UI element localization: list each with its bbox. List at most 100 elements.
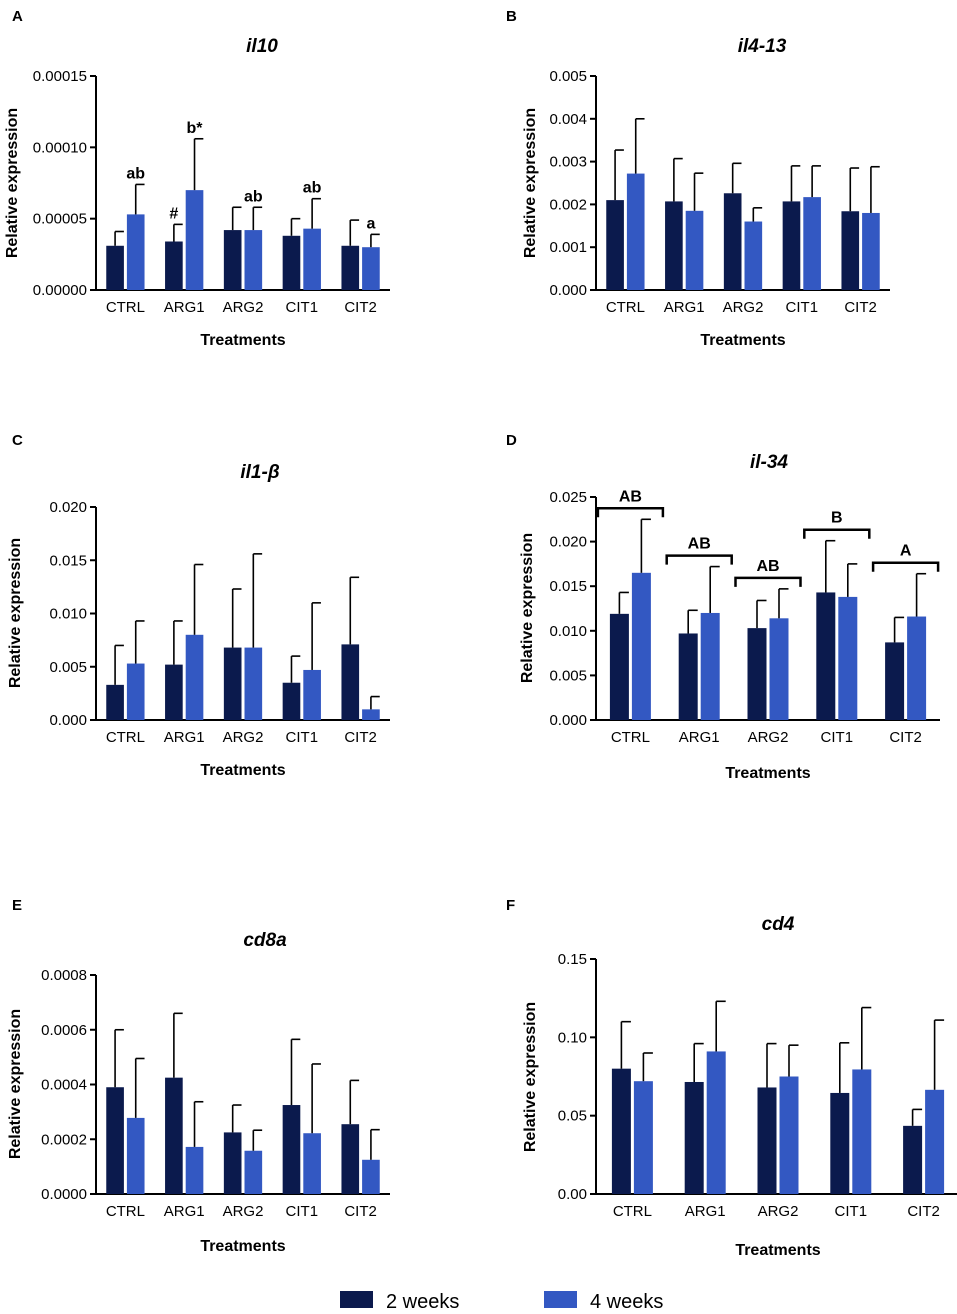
bar-4-weeks-arg2 bbox=[244, 230, 263, 290]
y-tick-label: 0.00015 bbox=[33, 68, 87, 85]
x-axis-label-c: Treatments bbox=[200, 762, 285, 779]
y-tick-label: 0.005 bbox=[49, 659, 87, 676]
x-tick-label: ARG1 bbox=[664, 299, 705, 316]
bar-2-weeks-cit2 bbox=[341, 644, 360, 720]
legend: 2 weeks 4 weeks bbox=[340, 1291, 663, 1313]
bar-2-weeks-arg2 bbox=[223, 647, 242, 720]
bar-4-weeks-cit1 bbox=[838, 596, 858, 720]
bar-4-weeks-cit2 bbox=[362, 1159, 380, 1194]
bar-2-weeks-cit2 bbox=[341, 1124, 360, 1194]
panel-d: Dil-34 Relative expression 0.000 0.005 0.010… bbox=[506, 432, 940, 782]
legend-swatch-4-weeks bbox=[544, 1291, 577, 1308]
y-tick-label: 0.005 bbox=[549, 68, 587, 85]
x-tick-label: CIT2 bbox=[907, 1203, 940, 1220]
y-tick-label: 0.0000 bbox=[41, 1186, 87, 1203]
bar-4-weeks-cit1 bbox=[852, 1069, 872, 1194]
y-tick-label: 0.000 bbox=[549, 712, 587, 729]
x-tick-label: ARG2 bbox=[223, 1203, 264, 1220]
bar-4-weeks-ctrl bbox=[126, 663, 145, 720]
bar-4-weeks-arg2 bbox=[779, 1076, 799, 1194]
significance-label: ab bbox=[126, 165, 145, 182]
x-tick-label: CIT1 bbox=[821, 729, 854, 746]
bar-2-weeks-cit1 bbox=[282, 1105, 301, 1194]
group-bracket bbox=[871, 561, 940, 572]
bar-4-weeks-arg2 bbox=[244, 1150, 263, 1194]
y-tick-label: 0.000 bbox=[49, 712, 87, 729]
y-tick-label: 0.15 bbox=[558, 951, 587, 968]
x-tick-label: CIT1 bbox=[286, 729, 319, 746]
x-tick-label: ARG1 bbox=[164, 299, 205, 316]
y-tick-label: 0.00010 bbox=[33, 139, 87, 156]
bar-4-weeks-arg1 bbox=[700, 612, 720, 720]
bar-4-weeks-cit1 bbox=[303, 1133, 321, 1194]
bar-4-weeks-arg1 bbox=[185, 190, 204, 290]
x-tick-label: CIT2 bbox=[344, 729, 377, 746]
y-tick-label: 0.020 bbox=[549, 534, 587, 551]
bar-4-weeks-cit2 bbox=[862, 212, 880, 290]
y-tick-label: 0.001 bbox=[549, 239, 587, 256]
x-tick-label: ARG1 bbox=[685, 1203, 726, 1220]
bar-2-weeks-cit1 bbox=[830, 1092, 850, 1194]
y-axis-label-b: Relative expression bbox=[522, 108, 539, 258]
bar-4-weeks-cit2 bbox=[362, 247, 380, 290]
bar-2-weeks-arg2 bbox=[723, 193, 742, 290]
x-tick-label: CTRL bbox=[106, 1203, 145, 1220]
x-tick-label: ARG2 bbox=[758, 1203, 799, 1220]
y-tick-label: 0.0006 bbox=[41, 1022, 87, 1039]
significance-label: # bbox=[169, 205, 178, 222]
bar-2-weeks-cit1 bbox=[282, 235, 301, 290]
group-bracket bbox=[803, 528, 871, 539]
bar-4-weeks-cit1 bbox=[303, 669, 321, 720]
x-tick-label: CTRL bbox=[613, 1203, 652, 1220]
bar-2-weeks-cit2 bbox=[341, 245, 360, 290]
significance-label: ab bbox=[244, 188, 263, 205]
x-tick-label: CIT2 bbox=[344, 1203, 377, 1220]
x-tick-label: CTRL bbox=[606, 299, 645, 316]
group-bracket bbox=[665, 554, 733, 565]
y-tick-label: 0.005 bbox=[549, 667, 587, 684]
bar-4-weeks-cit2 bbox=[907, 616, 927, 720]
x-tick-label: ARG2 bbox=[223, 299, 264, 316]
bar-2-weeks-arg2 bbox=[223, 230, 242, 290]
x-tick-label: CIT2 bbox=[844, 299, 877, 316]
bar-4-weeks-arg1 bbox=[706, 1051, 726, 1194]
y-tick-label: 0.00000 bbox=[33, 282, 87, 299]
panel-letter-e: E bbox=[12, 897, 22, 914]
bar-4-weeks-ctrl bbox=[126, 1117, 145, 1194]
x-tick-label: CIT1 bbox=[835, 1203, 868, 1220]
bar-2-weeks-cit2 bbox=[903, 1125, 923, 1194]
x-tick-label: ARG2 bbox=[723, 299, 764, 316]
y-axis-label-a: Relative expression bbox=[4, 108, 21, 258]
bar-2-weeks-ctrl bbox=[611, 1068, 631, 1194]
y-tick-label: 0.003 bbox=[549, 154, 587, 171]
bar-4-weeks-arg1 bbox=[685, 210, 704, 290]
bar-4-weeks-arg2 bbox=[244, 647, 263, 720]
bar-2-weeks-arg1 bbox=[678, 633, 698, 720]
bar-4-weeks-arg2 bbox=[769, 618, 789, 720]
x-tick-label: ARG1 bbox=[164, 1203, 205, 1220]
bar-4-weeks-arg2 bbox=[744, 221, 763, 290]
x-tick-label: ARG1 bbox=[164, 729, 205, 746]
y-tick-label: 0.020 bbox=[49, 499, 87, 516]
y-tick-label: 0.00005 bbox=[33, 211, 87, 228]
legend-swatch-2-weeks bbox=[340, 1291, 373, 1308]
x-tick-label: CIT1 bbox=[786, 299, 819, 316]
y-tick-label: 0.0004 bbox=[41, 1077, 87, 1094]
group-significance-label: AB bbox=[756, 558, 779, 575]
x-tick-label: CIT2 bbox=[889, 729, 922, 746]
y-tick-label: 0.05 bbox=[558, 1108, 587, 1125]
significance-label: b* bbox=[187, 120, 204, 137]
group-significance-label: A bbox=[900, 543, 912, 560]
group-bracket bbox=[734, 576, 802, 587]
chart-title-e: cd8a bbox=[243, 930, 287, 951]
bar-4-weeks-ctrl bbox=[126, 214, 145, 290]
bar-4-weeks-ctrl bbox=[633, 1081, 653, 1194]
bar-2-weeks-cit1 bbox=[816, 592, 836, 720]
x-tick-label: ARG2 bbox=[223, 729, 264, 746]
bar-2-weeks-arg1 bbox=[165, 241, 183, 290]
bar-4-weeks-cit1 bbox=[303, 228, 321, 290]
